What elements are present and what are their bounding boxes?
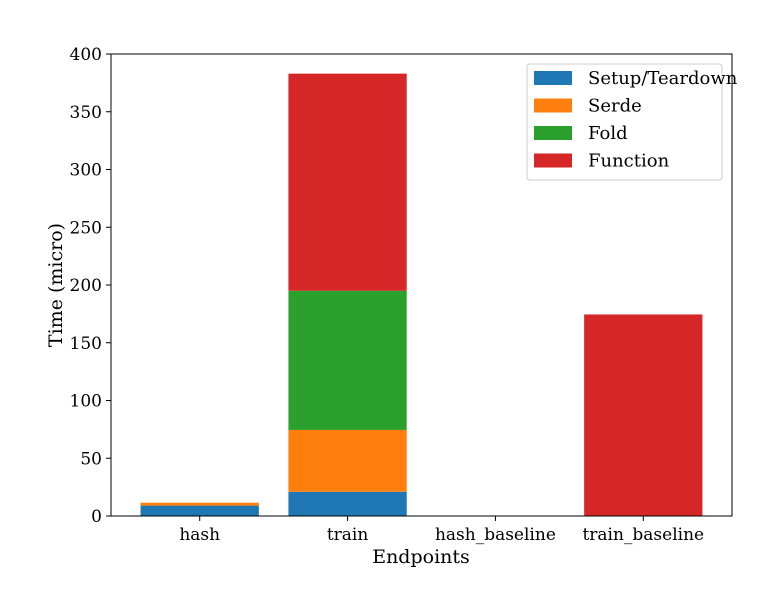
bar-segment (288, 491, 407, 516)
legend-swatch (534, 153, 572, 168)
x-axis-label: Endpoints (372, 546, 470, 568)
y-tick-label: 200 (70, 276, 102, 296)
y-tick-label: 100 (70, 392, 102, 412)
bar-segment (288, 290, 407, 430)
bar-segment (288, 429, 407, 492)
bar-segment (584, 314, 703, 516)
legend: Setup/Teardown Serde Fold Function (526, 63, 738, 181)
bar-segment (140, 502, 259, 506)
y-tick-label: 400 (70, 45, 102, 65)
bars-layer (140, 73, 703, 516)
bar-segment (140, 505, 259, 516)
x-tick-label: hash (179, 525, 220, 545)
x-axis: hash train hash_baseline train_baseline (179, 516, 704, 545)
y-axis: 0 50 100 150 200 250 300 350 400 (70, 45, 111, 527)
legend-label: Fold (588, 123, 628, 144)
legend-frame (526, 63, 723, 181)
y-tick-label: 150 (70, 334, 102, 354)
legend-swatch (534, 98, 572, 113)
y-tick-label: 350 (70, 103, 102, 123)
legend-swatch (534, 126, 572, 140)
bar-segment (288, 73, 407, 291)
legend-label: Function (588, 151, 670, 172)
y-tick-label: 300 (70, 161, 102, 181)
legend-label: Serde (588, 96, 642, 117)
x-tick-label: train (327, 525, 369, 545)
y-tick-label: 0 (91, 507, 102, 527)
legend-label: Setup/Teardown (588, 68, 738, 89)
y-tick-label: 50 (80, 449, 102, 469)
x-tick-label: train_baseline (582, 525, 704, 545)
legend-swatch (534, 71, 572, 85)
y-tick-label: 250 (70, 218, 102, 238)
y-axis-label: Time (micro) (45, 223, 67, 347)
x-tick-label: hash_baseline (435, 525, 556, 545)
